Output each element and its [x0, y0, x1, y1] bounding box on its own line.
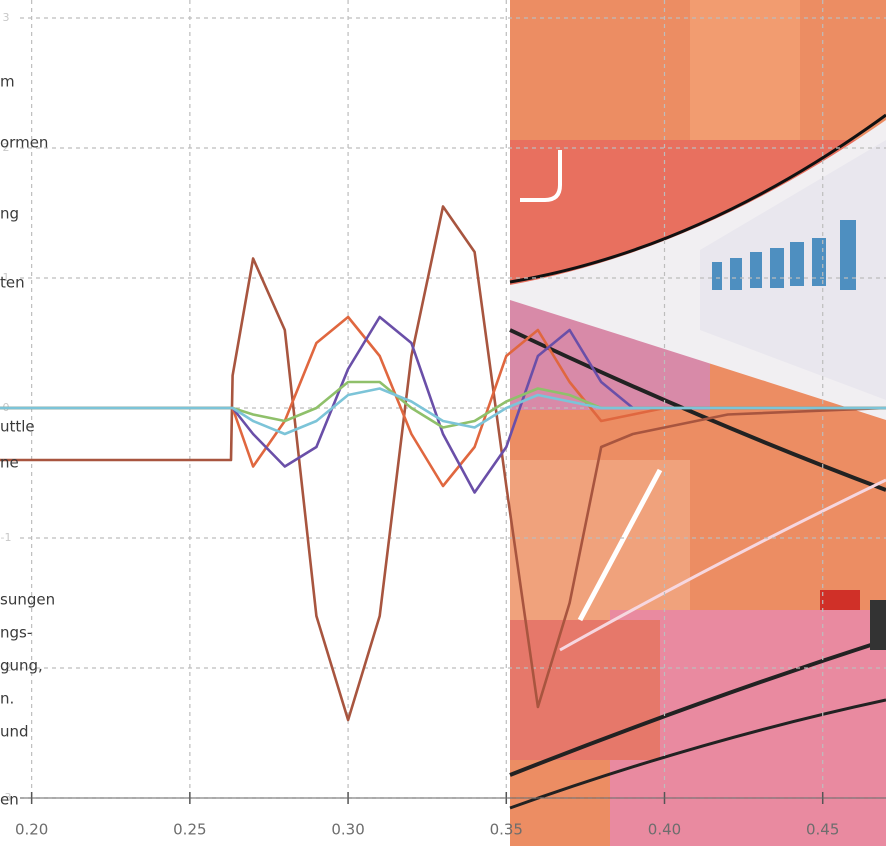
- x-tick-label: 0.20: [15, 821, 48, 839]
- illustration: [509, 0, 886, 846]
- text-fragment: ngs-: [0, 624, 32, 642]
- plot-area: [0, 205, 886, 722]
- text-fragment: en: [0, 791, 19, 809]
- x-tick-label: 0.40: [648, 821, 681, 839]
- text-fragment: ten: [0, 274, 25, 292]
- x-tick-label: 0.45: [806, 821, 839, 839]
- x-tick-label: 0.30: [331, 821, 364, 839]
- y-tick-label: 1: [3, 271, 10, 284]
- text-fragment: und: [0, 723, 29, 741]
- y-tick-label: 2: [3, 141, 10, 154]
- y-tick-label: -2: [1, 661, 12, 674]
- series-line: [0, 205, 886, 722]
- x-tick-label: 0.35: [490, 821, 523, 839]
- series-line: [0, 315, 886, 488]
- text-fragment: m: [0, 73, 15, 91]
- y-tick-label: -1: [1, 531, 12, 544]
- text-fragment: n.: [0, 690, 14, 708]
- text-fragment: uttle: [0, 418, 35, 436]
- text-fragment: sungen: [0, 591, 55, 609]
- x-tick-label: 0.25: [173, 821, 206, 839]
- text-fragment: ne: [0, 454, 19, 472]
- series-line: [0, 387, 886, 436]
- y-tick-label: 3: [3, 11, 10, 24]
- text-fragments: m ormen ng ten uttle ne sungen ngs-gung, n. und en: [0, 73, 55, 809]
- y-tick-label: -3: [1, 791, 12, 804]
- text-fragment: ormen: [0, 134, 48, 152]
- text-fragment: ng: [0, 205, 19, 223]
- text-fragment: gung,: [0, 657, 43, 675]
